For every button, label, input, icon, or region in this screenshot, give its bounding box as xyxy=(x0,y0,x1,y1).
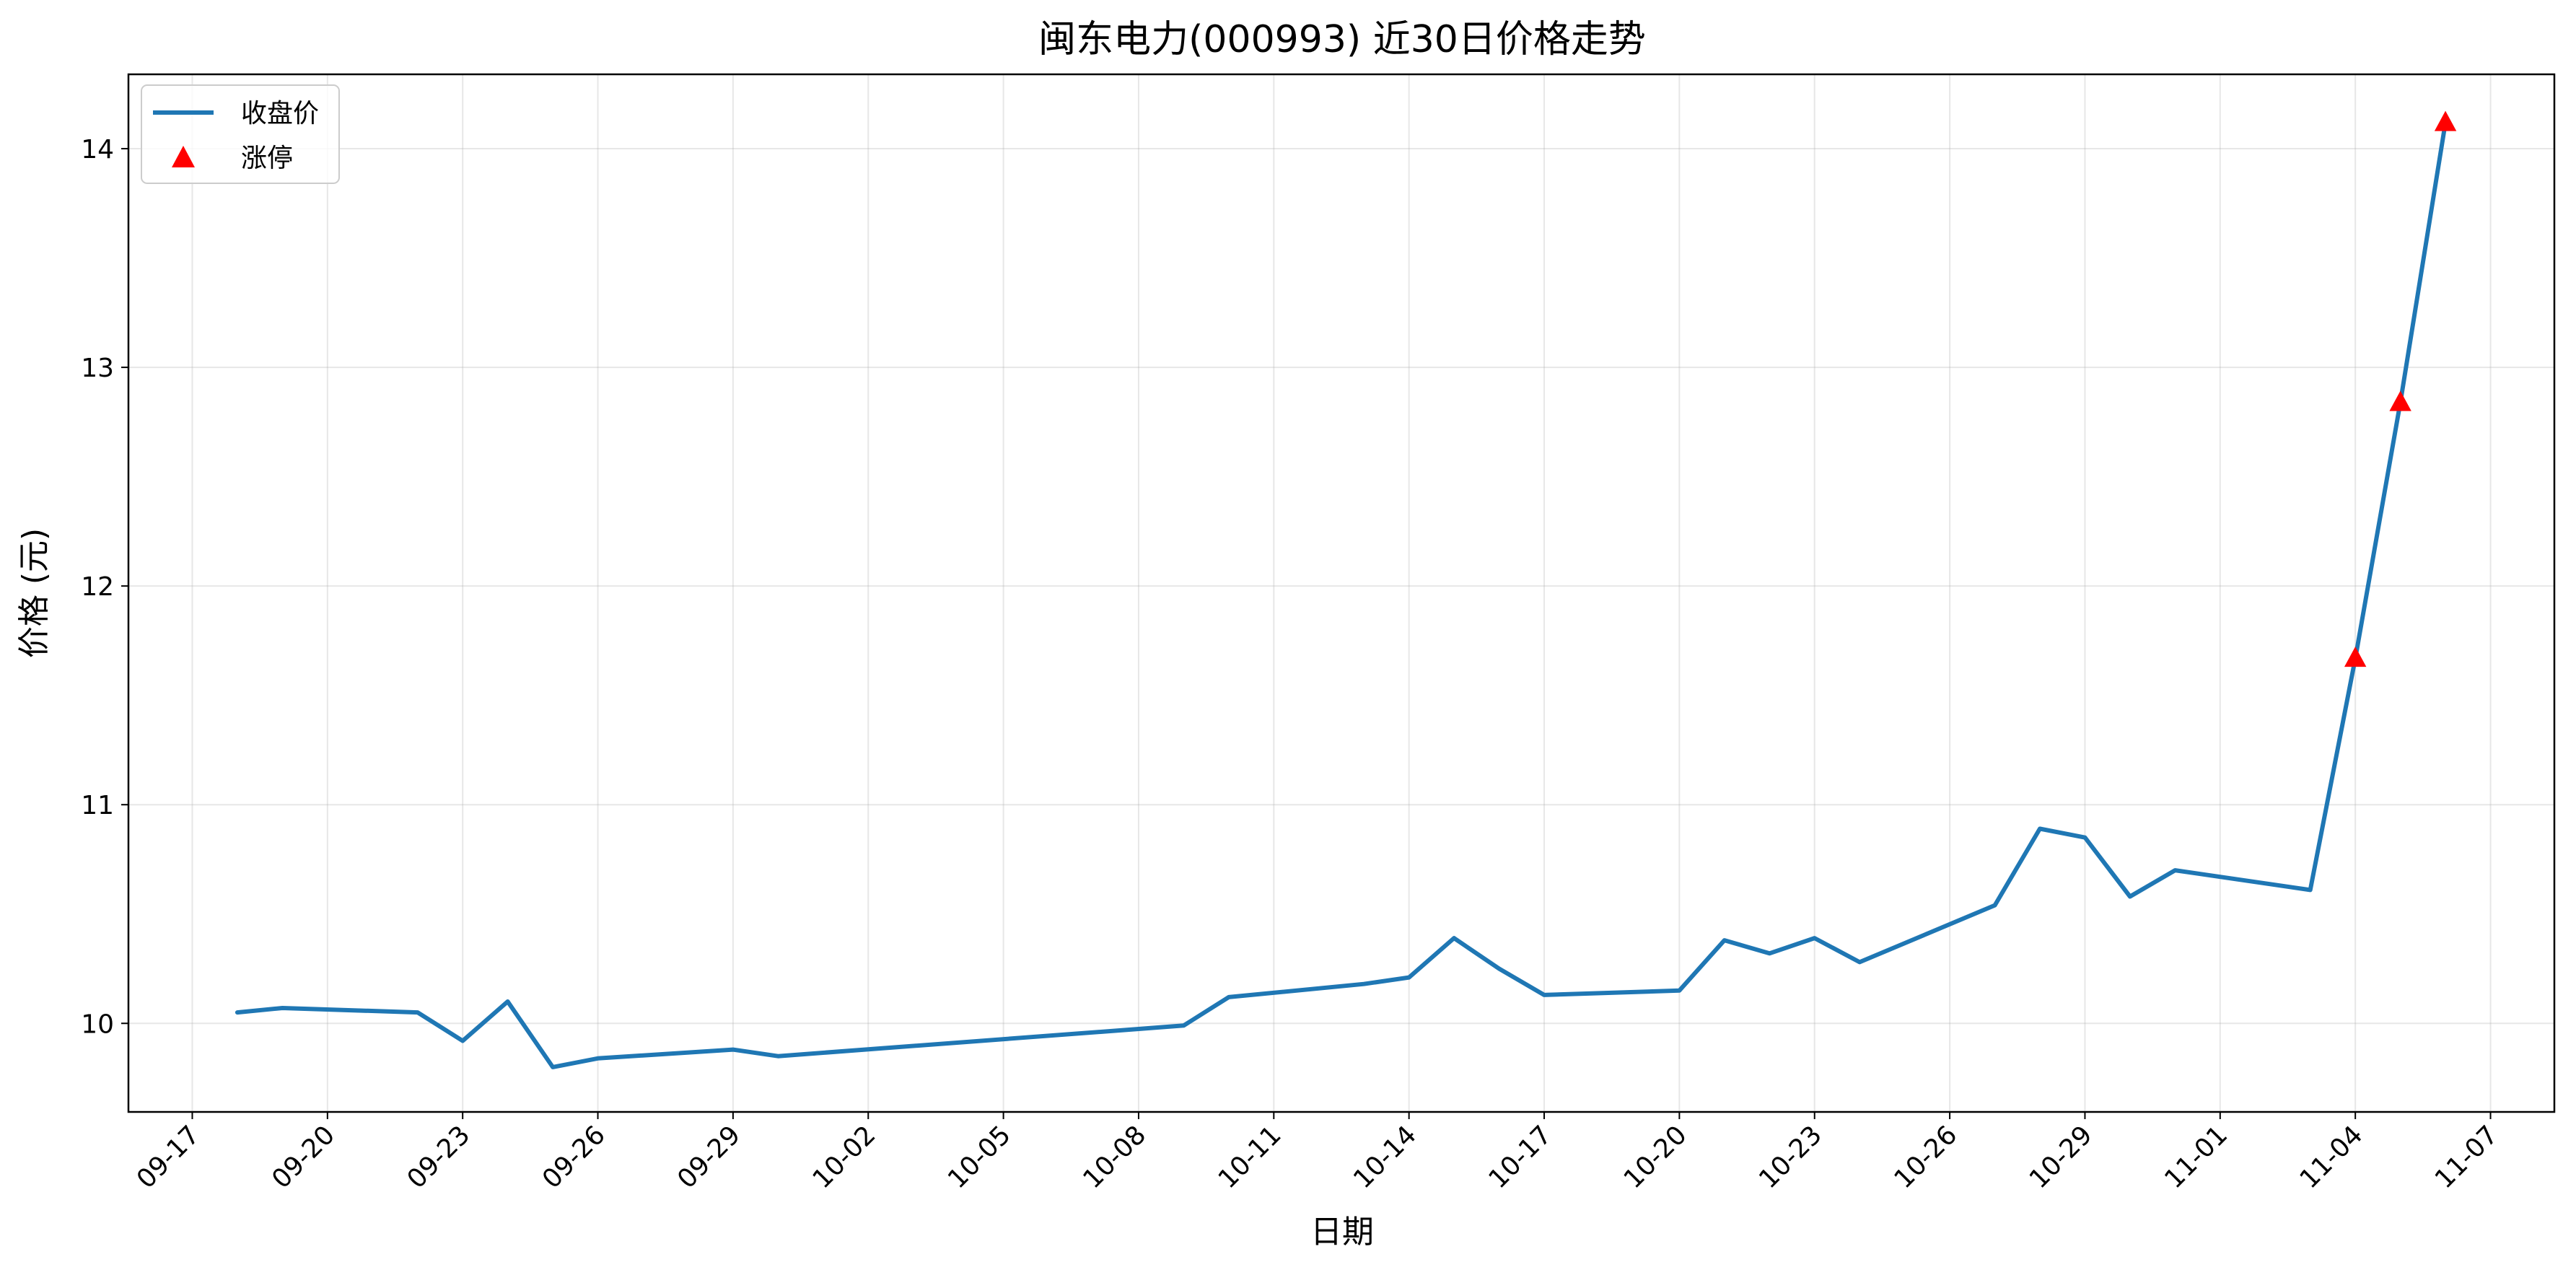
legend: 收盘价 涨停 xyxy=(141,84,340,184)
x-tick-label: 10-29 xyxy=(2024,1120,2098,1194)
legend-label-limit-up: 涨停 xyxy=(241,144,293,173)
limit-up-marker xyxy=(2389,390,2411,411)
x-tick-label: 09-20 xyxy=(266,1120,341,1194)
x-tick-label: 10-02 xyxy=(807,1120,882,1194)
grid-lines xyxy=(128,74,2554,1112)
x-tick-label: 10-17 xyxy=(1483,1120,1557,1194)
x-tick-label: 10-20 xyxy=(1618,1120,1693,1194)
x-axis-ticks: 09-17 09-20 09-23 09-26 09-29 10-02 10-05 10-08… xyxy=(131,1112,2504,1194)
x-axis-label: 日期 xyxy=(1310,1214,1374,1250)
x-tick-label: 10-23 xyxy=(1753,1120,1828,1194)
y-tick-label: 13 xyxy=(81,354,114,383)
x-tick-label: 10-26 xyxy=(1889,1120,1963,1194)
x-tick-label: 10-08 xyxy=(1077,1120,1152,1194)
limit-up-marker xyxy=(2344,647,2367,667)
legend-triangle-swatch xyxy=(172,146,195,167)
y-tick-label: 12 xyxy=(81,572,114,602)
y-tick-label: 11 xyxy=(81,791,114,820)
x-tick-label: 10-14 xyxy=(1348,1120,1422,1194)
chart-title: 闽东电力(000993) 近30日价格走势 xyxy=(1038,18,1646,61)
x-tick-label: 09-17 xyxy=(131,1120,206,1194)
x-tick-label: 10-11 xyxy=(1213,1120,1287,1194)
plot-frame xyxy=(127,73,2556,1113)
x-tick-label: 11-07 xyxy=(2430,1120,2504,1194)
y-axis-label: 价格 (元) xyxy=(16,528,53,658)
x-tick-label: 11-04 xyxy=(2295,1120,2369,1194)
x-tick-label: 09-26 xyxy=(537,1120,611,1194)
x-tick-label: 11-01 xyxy=(2159,1120,2233,1194)
y-tick-label: 14 xyxy=(81,135,114,165)
series-layer xyxy=(235,110,2457,1069)
legend-label-close: 收盘价 xyxy=(241,99,319,128)
x-tick-label: 10-05 xyxy=(942,1120,1017,1194)
y-axis-ticks: 10 11 12 13 14 xyxy=(81,135,128,1039)
y-tick-label: 10 xyxy=(81,1009,114,1039)
legend-box xyxy=(141,84,340,184)
x-tick-label: 09-29 xyxy=(672,1120,746,1194)
x-tick-label: 09-23 xyxy=(402,1120,476,1194)
close-price-line xyxy=(235,120,2448,1069)
limit-up-marker xyxy=(2434,110,2457,131)
